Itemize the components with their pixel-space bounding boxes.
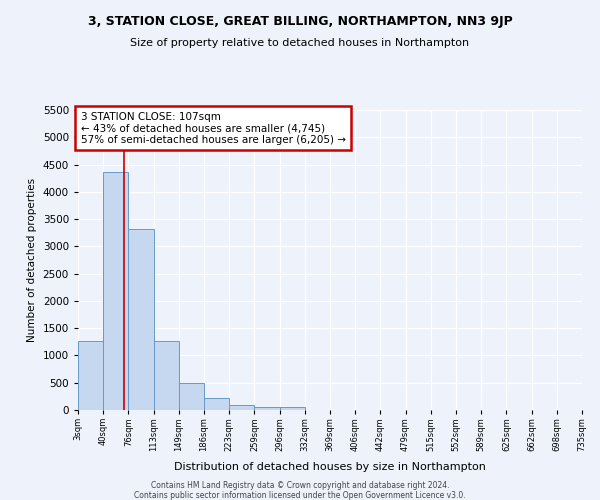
Text: 3, STATION CLOSE, GREAT BILLING, NORTHAMPTON, NN3 9JP: 3, STATION CLOSE, GREAT BILLING, NORTHAM… [88, 15, 512, 28]
Bar [103, 172, 128, 410]
Bar [204, 398, 229, 410]
Bar [78, 342, 103, 410]
Text: Size of property relative to detached houses in Northampton: Size of property relative to detached ho… [130, 38, 470, 48]
Text: 3 STATION CLOSE: 107sqm
← 43% of detached houses are smaller (4,745)
57% of semi: 3 STATION CLOSE: 107sqm ← 43% of detache… [80, 112, 346, 144]
Text: Contains public sector information licensed under the Open Government Licence v3: Contains public sector information licen… [134, 490, 466, 500]
Bar [229, 405, 254, 410]
Bar [280, 406, 305, 410]
Text: Distribution of detached houses by size in Northampton: Distribution of detached houses by size … [174, 462, 486, 472]
Bar [128, 230, 154, 410]
Y-axis label: Number of detached properties: Number of detached properties [27, 178, 37, 342]
Bar [254, 406, 280, 410]
Bar [154, 342, 179, 410]
Bar [179, 384, 204, 410]
Text: Contains HM Land Registry data © Crown copyright and database right 2024.: Contains HM Land Registry data © Crown c… [151, 480, 449, 490]
